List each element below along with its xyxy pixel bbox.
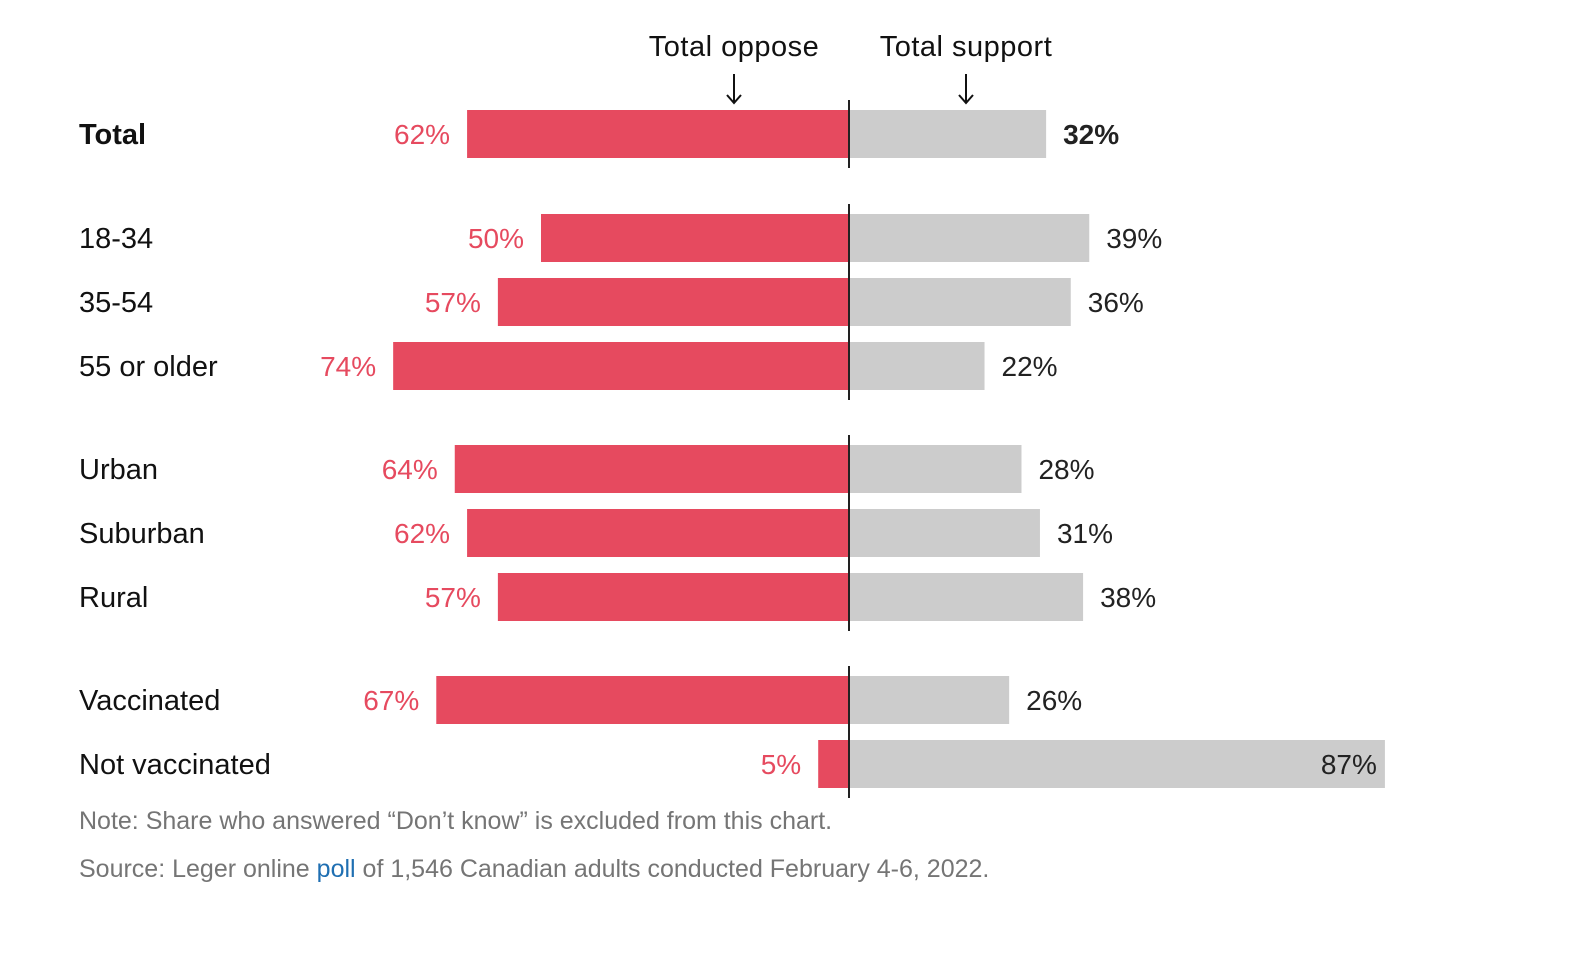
category-label-rural: Rural <box>79 582 148 614</box>
value-support-18-34: 39% <box>1106 223 1162 254</box>
bar-oppose-55-or-older <box>393 342 849 390</box>
bar-oppose-total <box>467 110 849 158</box>
poll-link[interactable]: poll <box>316 855 356 883</box>
value-support-35-54: 36% <box>1088 287 1144 318</box>
value-oppose-not-vaccinated: 5% <box>761 749 801 780</box>
footnote-source: Source: Leger online poll of 1,546 Canad… <box>79 855 989 884</box>
value-oppose-rural: 57% <box>425 582 481 613</box>
bars <box>393 100 1385 798</box>
category-label-urban: Urban <box>79 454 158 486</box>
category-label-not-vaccinated: Not vaccinated <box>79 749 271 781</box>
down-arrow-icon <box>958 74 974 105</box>
category-label-total: Total <box>79 119 146 151</box>
labels: Total 62% 32% 18-34 50% 39% 35-54 57% 36% 55 or o… <box>79 119 1377 781</box>
down-arrow-icon <box>726 74 742 105</box>
footnote-note: Note: Share who answered “Don’t know” is… <box>79 807 833 835</box>
value-support-vaccinated: 26% <box>1026 685 1082 716</box>
header-support: Total support <box>880 31 1053 63</box>
bar-support-55-or-older <box>849 342 985 390</box>
value-support-not-vaccinated: 87% <box>1321 749 1377 780</box>
category-label-18-34: 18-34 <box>79 223 153 255</box>
bar-support-vaccinated <box>849 676 1010 724</box>
header-oppose: Total oppose <box>649 31 819 63</box>
value-oppose-18-34: 50% <box>468 223 524 254</box>
bar-support-18-34 <box>849 214 1090 262</box>
bar-support-urban <box>849 445 1022 493</box>
bar-oppose-rural <box>497 573 849 621</box>
category-label-vaccinated: Vaccinated <box>79 685 220 717</box>
value-oppose-suburban: 62% <box>394 518 450 549</box>
bar-oppose-18-34 <box>541 214 849 262</box>
column-headers: Total oppose Total support <box>649 31 1053 105</box>
source-prefix: Source: Leger online <box>79 855 317 883</box>
category-label-55-or-older: 55 or older <box>79 351 218 383</box>
value-oppose-vaccinated: 67% <box>363 685 419 716</box>
bar-support-not-vaccinated <box>849 740 1385 788</box>
value-support-urban: 28% <box>1038 454 1094 485</box>
value-oppose-total: 62% <box>394 119 450 150</box>
bar-oppose-35-54 <box>497 278 849 326</box>
bar-oppose-suburban <box>467 509 849 557</box>
bar-support-total <box>849 110 1047 158</box>
category-label-suburban: Suburban <box>79 518 205 550</box>
bar-support-35-54 <box>849 278 1071 326</box>
bar-support-suburban <box>849 509 1040 557</box>
value-oppose-urban: 64% <box>382 454 438 485</box>
bar-support-rural <box>849 573 1084 621</box>
value-support-total: 32% <box>1063 119 1119 150</box>
category-label-35-54: 35-54 <box>79 287 153 319</box>
value-support-55-or-older: 22% <box>1002 351 1058 382</box>
value-oppose-35-54: 57% <box>425 287 481 318</box>
bar-oppose-not-vaccinated <box>818 740 849 788</box>
source-suffix: of 1,546 Canadian adults conducted Febru… <box>355 855 990 883</box>
value-oppose-55-or-older: 74% <box>320 351 376 382</box>
value-support-suburban: 31% <box>1057 518 1113 549</box>
bar-oppose-urban <box>454 445 849 493</box>
bar-oppose-vaccinated <box>436 676 849 724</box>
value-support-rural: 38% <box>1100 582 1156 613</box>
